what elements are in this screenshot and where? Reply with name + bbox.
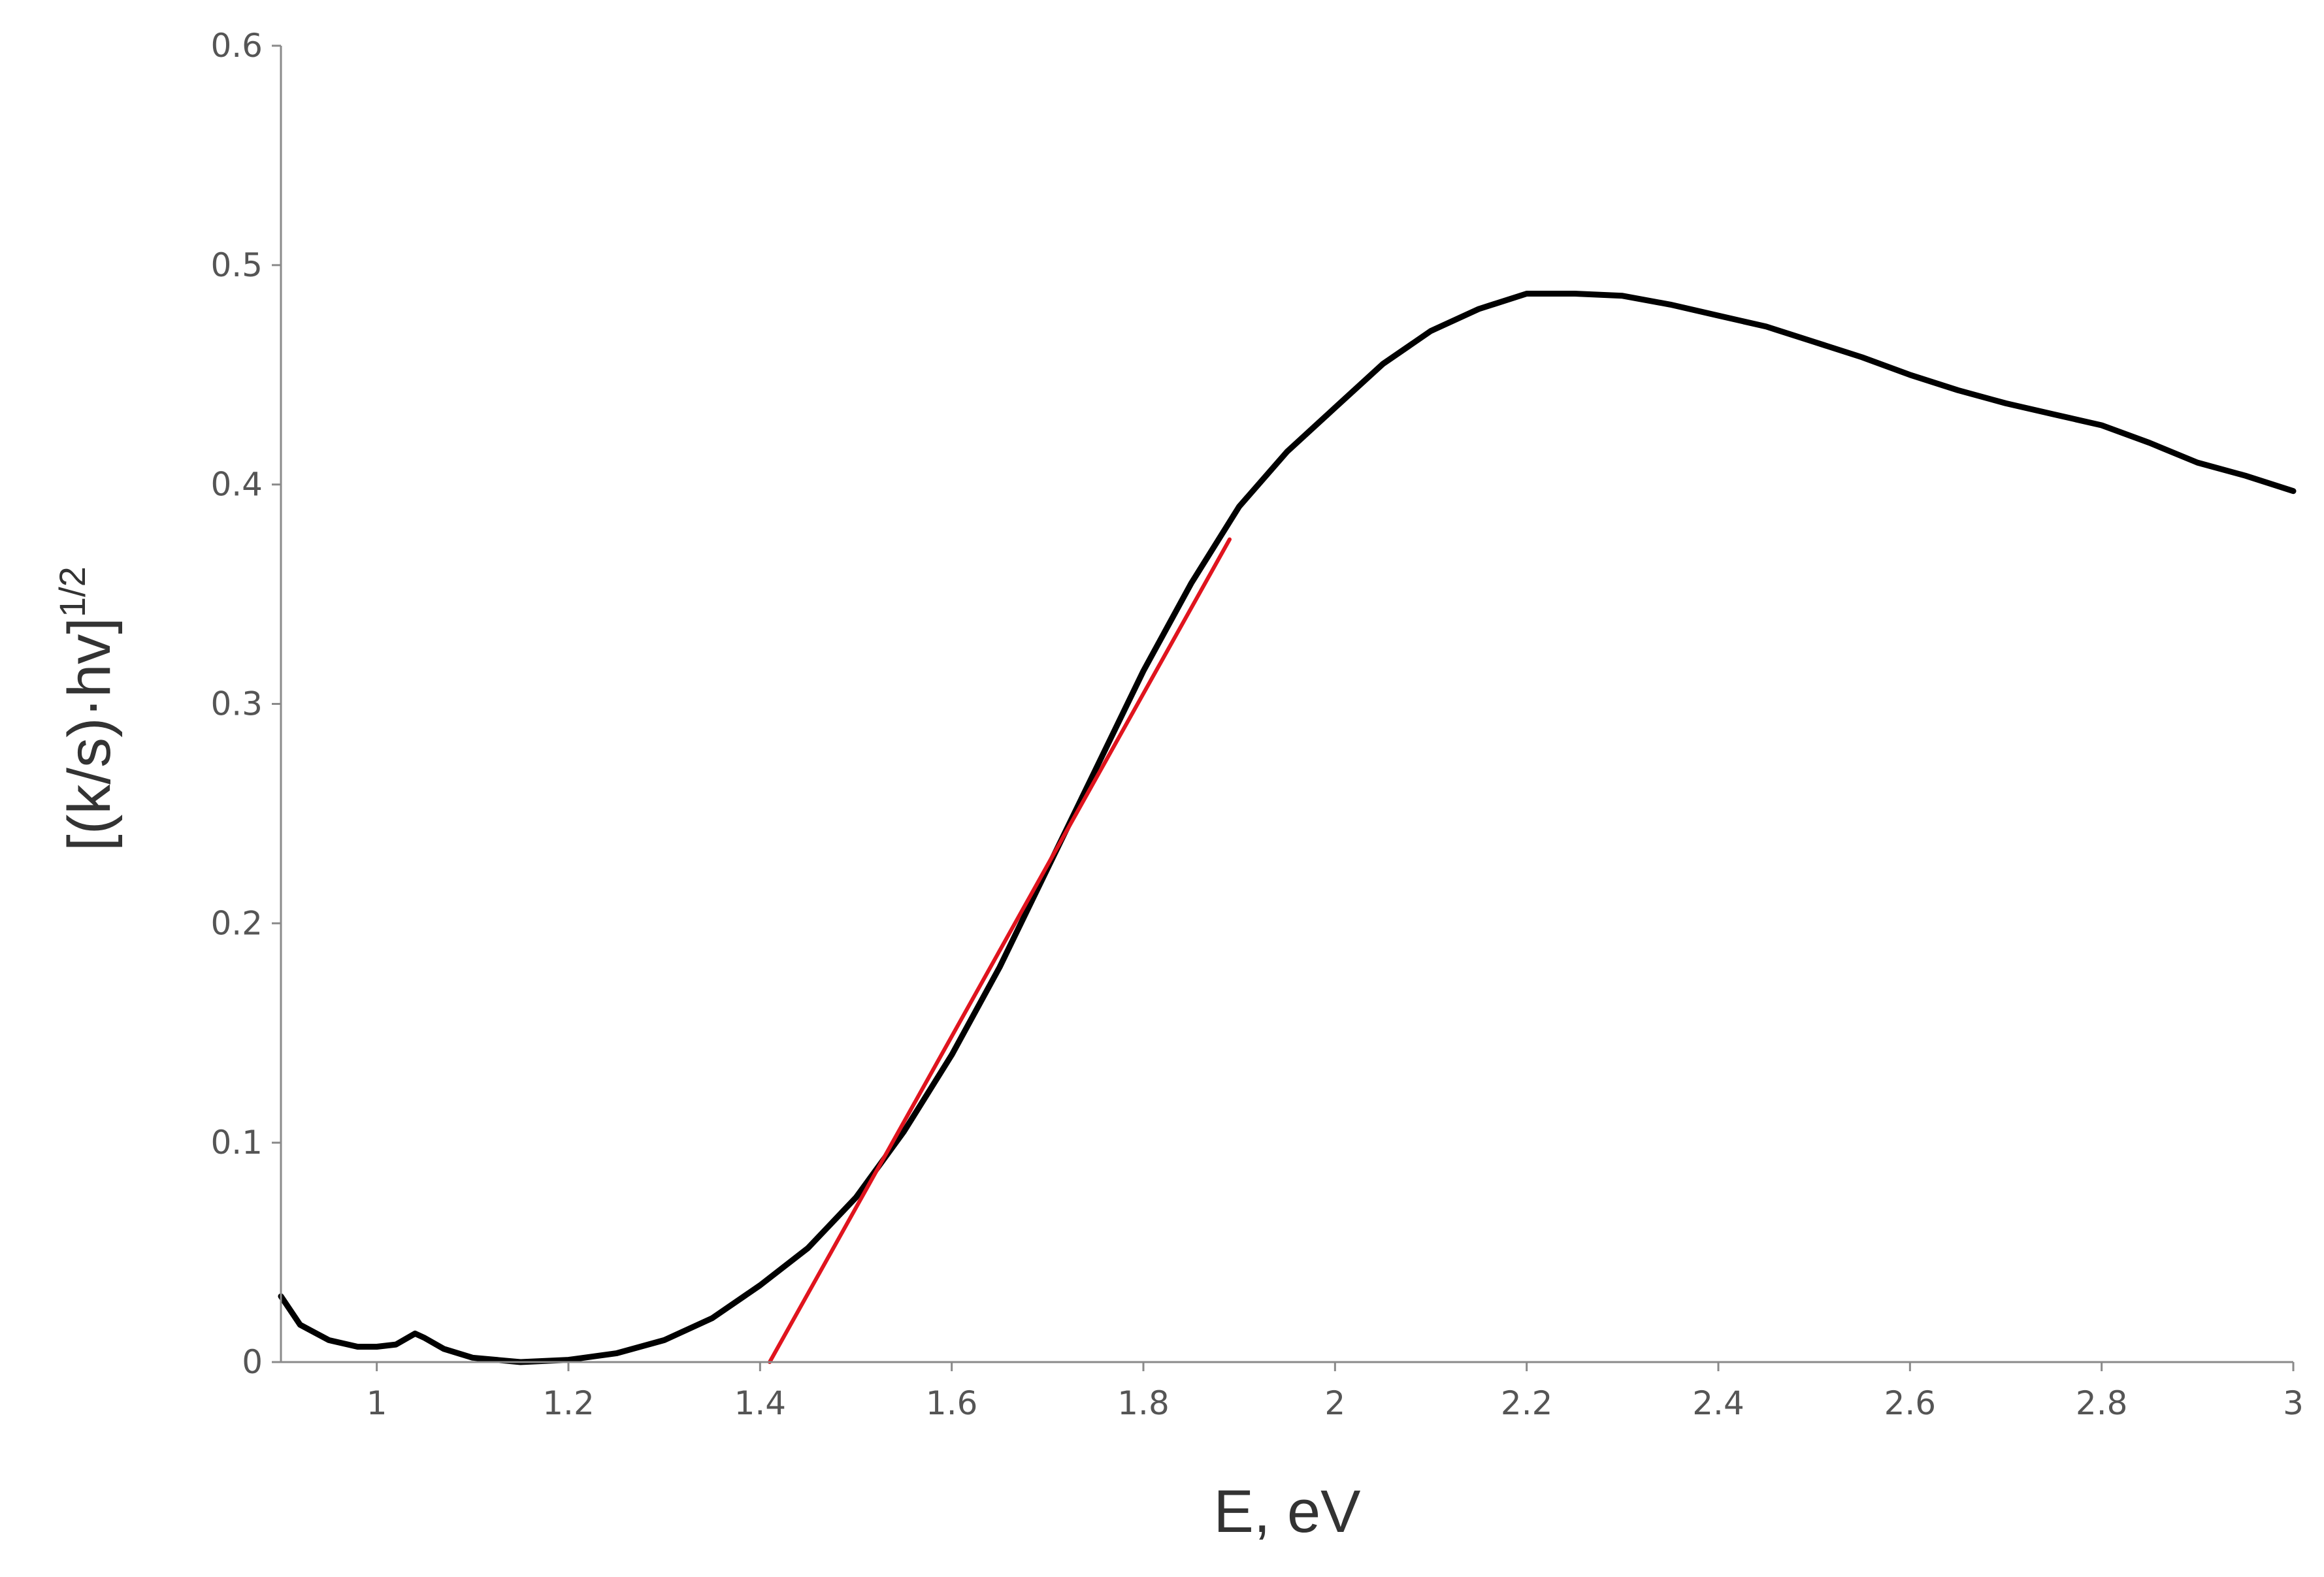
x-tick-label: 1.4 — [734, 1384, 787, 1422]
y-tick-label: 0 — [242, 1343, 263, 1381]
axes — [280, 46, 2293, 1363]
y-tick-label: 0.3 — [210, 685, 263, 723]
y-axis-title-main: [(k/s)·hv] — [56, 617, 123, 851]
x-tick-label: 2.2 — [1501, 1384, 1553, 1422]
x-tick-label: 1 — [367, 1384, 387, 1422]
x-tick-label: 1.6 — [926, 1384, 978, 1422]
y-axis-title-superscript: 1/2 — [52, 566, 93, 617]
y-tick-label: 0.1 — [210, 1124, 263, 1162]
x-tick-label: 1.2 — [542, 1384, 595, 1422]
x-tick-label: 3 — [2283, 1384, 2304, 1422]
x-tick-label: 2.4 — [1692, 1384, 1744, 1422]
x-tick-label: 2.6 — [1884, 1384, 1937, 1422]
plot-area — [278, 291, 2297, 1365]
x-ticks: 1 1.2 1.4 1.6 1.8 2 2.2 2.4 2.6 2.8 3 — [367, 1362, 2304, 1422]
x-tick-label: 2 — [1324, 1384, 1345, 1422]
y-ticks: 0 0.1 0.2 0.3 0.4 0.5 0.6 — [210, 27, 281, 1381]
absorption-curve — [278, 291, 2297, 1365]
y-tick-label: 0.6 — [210, 27, 263, 65]
y-axis-title: [(k/s)·hv]1/2 — [52, 566, 123, 851]
y-tick-label: 0.2 — [210, 904, 263, 942]
x-tick-label: 1.8 — [1117, 1384, 1170, 1422]
y-tick-label: 0.5 — [210, 246, 263, 284]
x-axis-title: E, eV — [1213, 1478, 1360, 1545]
x-tick-label: 2.8 — [2076, 1384, 2128, 1422]
y-tick-label: 0.4 — [210, 466, 263, 504]
linear-fit-line — [768, 537, 1232, 1364]
